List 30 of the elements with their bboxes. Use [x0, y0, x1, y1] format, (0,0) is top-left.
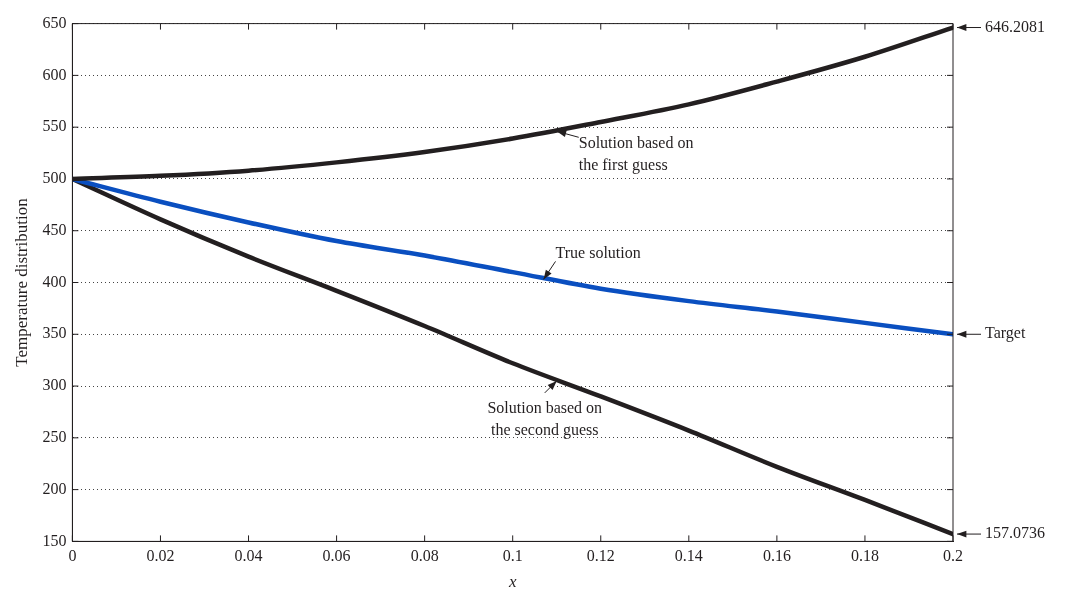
x-tick-label: 0.2 — [943, 547, 963, 565]
y-tick-label: 450 — [42, 220, 67, 238]
y-tick-label: 400 — [42, 272, 67, 290]
annotation: 157.0736 — [985, 524, 1045, 542]
x-tick-label: 0 — [68, 547, 77, 565]
y-tick-label: 300 — [42, 376, 67, 394]
y-tick-label: 650 — [42, 13, 67, 31]
y-tick-label: 350 — [42, 324, 67, 342]
y-tick-label: 200 — [42, 479, 67, 497]
x-tick-label: 0.06 — [322, 547, 351, 565]
annotation: True solution — [555, 243, 641, 261]
annotation: Solution based on the second guess — [487, 399, 603, 440]
y-tick-label: 250 — [42, 428, 67, 446]
x-axis-title: x — [507, 572, 517, 592]
x-tick-label: 0.08 — [410, 547, 439, 565]
x-tick-label: 0.18 — [850, 547, 879, 565]
y-tick-label: 150 — [42, 531, 67, 549]
y-tick-label: 550 — [42, 117, 67, 135]
annotation: Solution based on the first guess — [578, 133, 694, 174]
x-tick-label: 0.02 — [146, 547, 175, 565]
annotation: Target — [985, 324, 1026, 343]
x-tick-label: 0.12 — [586, 547, 615, 565]
annotation: 646.2081 — [985, 17, 1045, 35]
y-tick-label: 600 — [42, 65, 67, 83]
x-tick-label: 0.16 — [762, 547, 791, 565]
x-tick-label: 0.14 — [674, 547, 703, 565]
x-tick-label: 0.04 — [234, 547, 263, 565]
x-tick-label: 0.1 — [502, 547, 523, 565]
y-tick-label: 500 — [42, 169, 67, 187]
y-axis-title: Temperature distribution — [11, 197, 31, 367]
